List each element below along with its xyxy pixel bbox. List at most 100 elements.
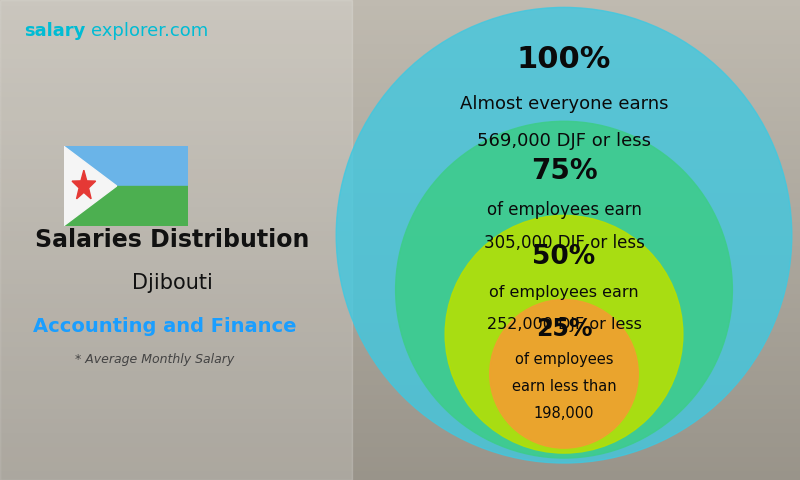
Polygon shape [72, 170, 96, 199]
Bar [0, 355, 800, 360]
Bar [0, 125, 800, 130]
Bar [0, 389, 800, 394]
Bar [0, 38, 800, 43]
Bar [0, 182, 800, 187]
Text: 75%: 75% [530, 157, 598, 185]
Bar [0, 298, 800, 302]
Bar [0, 427, 800, 432]
Bar [0, 58, 800, 62]
Bar [0, 10, 800, 14]
Bar [0, 446, 800, 451]
Bar [0, 259, 800, 264]
Text: Salaries Distribution: Salaries Distribution [35, 228, 309, 252]
Bar [0, 240, 800, 245]
Bar [0, 346, 800, 350]
Bar [64, 186, 188, 226]
Bar [0, 134, 800, 139]
Bar [0, 461, 800, 466]
Bar [0, 408, 800, 413]
Text: of employees: of employees [514, 351, 614, 367]
Bar [0, 302, 800, 307]
Bar [0, 221, 800, 226]
Bar [0, 5, 800, 10]
Bar [0, 235, 800, 240]
Bar [0, 283, 800, 288]
Bar [0, 245, 800, 250]
Text: salary: salary [24, 22, 86, 40]
Bar [0, 0, 352, 480]
Bar [0, 475, 800, 480]
Bar [0, 120, 800, 125]
Bar [0, 91, 800, 96]
Bar [0, 230, 800, 235]
Text: of employees earn: of employees earn [486, 202, 642, 219]
Bar [0, 24, 800, 29]
Bar [0, 350, 800, 355]
Bar [0, 413, 800, 418]
Bar [0, 336, 800, 341]
Text: 305,000 DJF or less: 305,000 DJF or less [483, 234, 645, 252]
Bar [0, 206, 800, 211]
Bar [0, 178, 800, 182]
Bar [0, 115, 800, 120]
Bar [0, 149, 800, 154]
Bar [0, 403, 800, 408]
Text: 198,000: 198,000 [534, 406, 594, 421]
Bar [0, 341, 800, 346]
Bar [0, 451, 800, 456]
Text: 252,000 DJF or less: 252,000 DJF or less [486, 317, 642, 332]
Bar [0, 384, 800, 389]
Text: earn less than: earn less than [512, 379, 616, 394]
Bar [0, 144, 800, 149]
Bar [0, 278, 800, 283]
Polygon shape [64, 146, 117, 226]
Bar [0, 77, 800, 82]
Bar [0, 29, 800, 34]
Bar [0, 437, 800, 442]
Bar [0, 101, 800, 106]
Bar [0, 192, 800, 197]
Bar [0, 62, 800, 67]
Bar [0, 86, 800, 91]
Bar [64, 146, 188, 186]
Bar [0, 456, 800, 461]
Bar [0, 158, 800, 163]
Bar [0, 0, 800, 5]
Bar [0, 168, 800, 173]
Bar [0, 442, 800, 446]
Bar [0, 307, 800, 312]
Bar [0, 360, 800, 365]
Bar [0, 312, 800, 317]
Bar [0, 154, 800, 158]
Bar [0, 264, 800, 269]
Bar [0, 67, 800, 72]
Bar [0, 418, 800, 422]
Bar [0, 19, 800, 24]
Bar [0, 53, 800, 58]
Bar [0, 197, 800, 202]
Text: of employees earn: of employees earn [489, 285, 639, 300]
Text: Djibouti: Djibouti [131, 273, 213, 293]
Circle shape [490, 300, 638, 448]
Bar [0, 331, 800, 336]
Text: explorer.com: explorer.com [91, 22, 209, 40]
Bar [0, 139, 800, 144]
Bar [0, 48, 800, 53]
Bar [0, 82, 800, 86]
Bar [0, 365, 800, 370]
Text: Almost everyone earns: Almost everyone earns [460, 95, 668, 113]
Circle shape [396, 121, 732, 458]
Bar [0, 211, 800, 216]
Bar [0, 72, 800, 77]
Circle shape [445, 216, 683, 453]
Bar [0, 293, 800, 298]
Bar [0, 187, 800, 192]
Bar [0, 269, 800, 274]
Bar [0, 370, 800, 374]
Bar [0, 226, 800, 230]
Bar [0, 130, 800, 134]
Bar [0, 43, 800, 48]
Bar [0, 379, 800, 384]
Bar [0, 254, 800, 259]
Bar [0, 274, 800, 278]
